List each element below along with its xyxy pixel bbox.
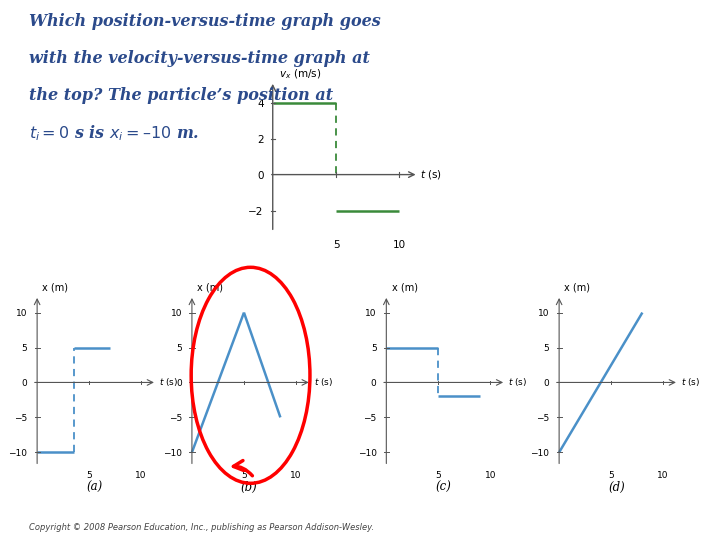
Text: Copyright © 2008 Pearson Education, Inc., publishing as Pearson Addison-Wesley.: Copyright © 2008 Pearson Education, Inc.… — [29, 523, 374, 532]
Text: $t$ (s): $t$ (s) — [508, 376, 528, 388]
Text: the top? The particle’s position at: the top? The particle’s position at — [29, 87, 333, 104]
Text: x (m): x (m) — [197, 282, 223, 292]
Text: $t$ (s): $t$ (s) — [314, 376, 333, 388]
Text: x (m): x (m) — [42, 282, 68, 292]
Text: $t$ (s): $t$ (s) — [681, 376, 701, 388]
Text: Which position-versus-time graph goes: Which position-versus-time graph goes — [29, 14, 381, 30]
Text: $t_i = 0$ s is $x_i = –10$ m.: $t_i = 0$ s is $x_i = –10$ m. — [29, 124, 199, 143]
Text: $v_x$ (m/s): $v_x$ (m/s) — [279, 68, 321, 81]
Text: with the velocity-versus-time graph at: with the velocity-versus-time graph at — [29, 50, 369, 67]
Text: x (m): x (m) — [392, 282, 418, 292]
Text: (a): (a) — [86, 481, 102, 494]
Text: (d): (d) — [608, 481, 625, 494]
Text: x (m): x (m) — [564, 282, 590, 292]
Text: $t$ (s): $t$ (s) — [159, 376, 179, 388]
Text: $t$ (s): $t$ (s) — [420, 168, 441, 181]
Text: (c): (c) — [436, 481, 451, 494]
Text: (b): (b) — [240, 481, 258, 494]
